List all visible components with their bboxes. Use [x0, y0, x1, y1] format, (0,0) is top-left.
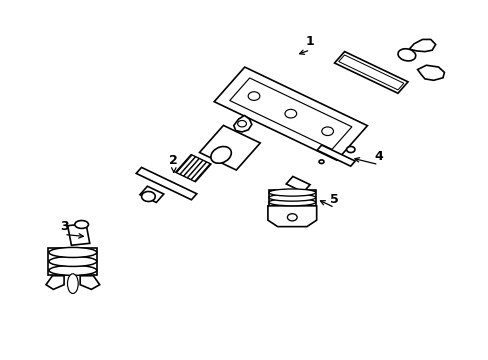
Ellipse shape: [397, 49, 415, 61]
Text: 4: 4: [373, 150, 382, 163]
Polygon shape: [80, 276, 100, 289]
Bar: [191, 162, 209, 181]
Ellipse shape: [287, 214, 297, 221]
Bar: [285, 176, 309, 192]
Bar: [180, 157, 199, 176]
Ellipse shape: [142, 192, 155, 202]
Ellipse shape: [321, 127, 333, 135]
Polygon shape: [268, 190, 315, 206]
Ellipse shape: [268, 199, 315, 206]
Ellipse shape: [247, 92, 259, 100]
Ellipse shape: [268, 194, 315, 201]
Bar: [136, 167, 196, 200]
Bar: [338, 55, 403, 90]
Bar: [334, 51, 407, 93]
Bar: [229, 78, 351, 149]
Ellipse shape: [285, 109, 296, 118]
Text: 2: 2: [169, 154, 178, 167]
Text: 1: 1: [305, 35, 314, 49]
Ellipse shape: [210, 147, 231, 163]
Ellipse shape: [346, 147, 354, 153]
Bar: [199, 125, 260, 170]
Polygon shape: [48, 248, 97, 275]
Ellipse shape: [75, 221, 88, 228]
Ellipse shape: [319, 160, 324, 163]
Polygon shape: [46, 276, 64, 289]
Ellipse shape: [67, 274, 78, 293]
Text: 5: 5: [330, 193, 338, 206]
Ellipse shape: [237, 121, 246, 127]
Bar: [140, 186, 163, 202]
Ellipse shape: [49, 247, 97, 257]
Polygon shape: [408, 40, 435, 51]
Text: 3: 3: [60, 220, 68, 233]
Bar: [214, 67, 366, 160]
Bar: [67, 224, 90, 245]
Bar: [317, 145, 354, 166]
Ellipse shape: [268, 189, 315, 196]
Polygon shape: [233, 116, 251, 132]
Ellipse shape: [49, 265, 97, 275]
Bar: [176, 155, 195, 174]
Polygon shape: [417, 65, 444, 80]
Polygon shape: [267, 206, 316, 226]
Bar: [183, 159, 202, 178]
Bar: [175, 155, 210, 181]
Ellipse shape: [49, 256, 97, 266]
Bar: [187, 161, 206, 179]
